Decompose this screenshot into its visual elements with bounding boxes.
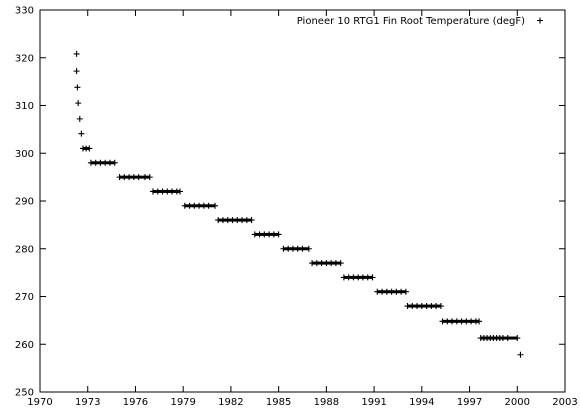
x-tick-label: 1988: [314, 397, 339, 408]
x-tick-label: 1976: [123, 397, 148, 408]
x-axis-tick-labels: 1970 1973 1976 1979 1982 1985 1988 1991 1994 1997…: [27, 397, 577, 408]
x-tick-label: 1979: [170, 397, 195, 408]
legend: Pioneer 10 RTG1 Fin Root Temperature (de…: [297, 16, 543, 27]
data-point: [73, 68, 80, 75]
plot-frame: [39, 9, 566, 393]
data-point: [73, 50, 80, 57]
x-tick-label: 1982: [218, 397, 243, 408]
x-tick-label: 2000: [505, 397, 530, 408]
legend-label: Pioneer 10 RTG1 Fin Root Temperature (de…: [297, 16, 525, 27]
x-tick-label: 1997: [457, 397, 482, 408]
axis-ticks: [39, 9, 566, 393]
data-point: [74, 84, 81, 91]
y-tick-label: 320: [15, 53, 34, 64]
data-point: [75, 100, 82, 107]
data-points: [73, 50, 524, 358]
x-tick-label: 1970: [27, 397, 52, 408]
y-tick-label: 280: [15, 244, 34, 255]
x-tick-label: 1994: [409, 397, 434, 408]
x-tick-label: 1985: [266, 397, 291, 408]
x-tick-label: 1973: [75, 397, 100, 408]
y-tick-label: 290: [15, 197, 34, 208]
data-point: [76, 115, 83, 122]
y-tick-label: 250: [15, 388, 34, 399]
legend-plus-marker: [537, 17, 543, 24]
y-axis-tick-labels: 250 260 270 280 290 300 310 320 330: [15, 6, 34, 399]
y-tick-label: 300: [15, 149, 34, 160]
y-tick-label: 260: [15, 340, 34, 351]
legend-marker: [537, 17, 543, 24]
data-point: [517, 351, 524, 358]
x-tick-label: 2003: [552, 397, 577, 408]
data-point: [78, 130, 85, 137]
y-tick-label: 270: [15, 292, 34, 303]
y-tick-label: 310: [15, 101, 34, 112]
y-tick-label: 330: [15, 6, 34, 17]
x-tick-label: 1991: [361, 397, 386, 408]
